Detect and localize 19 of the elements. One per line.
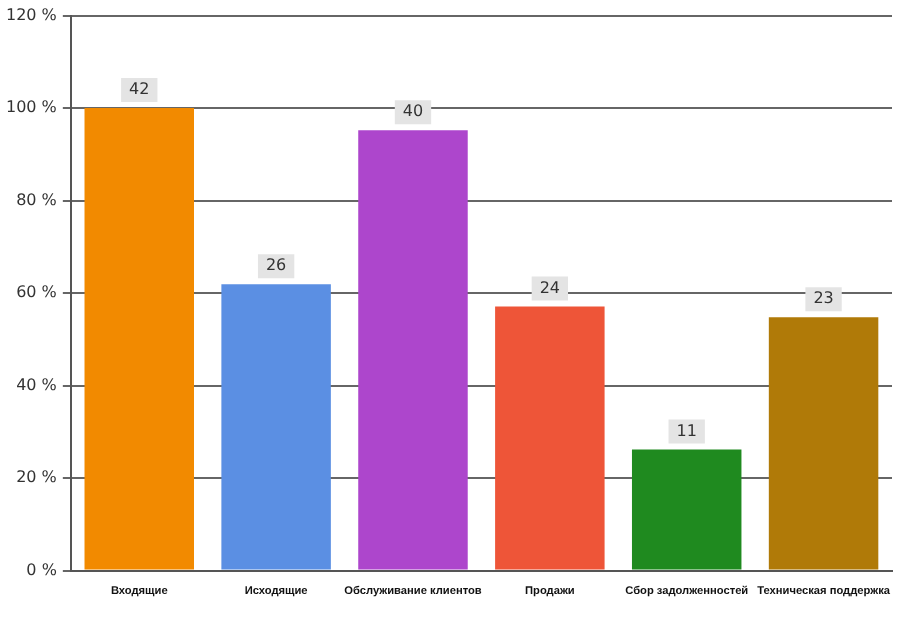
y-tick-label: 100 %: [5, 98, 58, 117]
y-tick-label: 20 %: [16, 468, 58, 487]
bar: [358, 130, 468, 570]
y-tick-label: 60 %: [16, 283, 58, 302]
y-tick-label: 0 %: [26, 560, 58, 579]
y-tick-label: 120 %: [5, 5, 58, 24]
annotation: 26: [265, 256, 287, 275]
annotation: 42: [129, 80, 150, 99]
bar: [495, 306, 605, 570]
y-tick-label: 80 %: [16, 190, 58, 209]
annotation: 40: [402, 102, 424, 121]
bar: [84, 108, 194, 570]
bar: [768, 317, 879, 570]
annotation: 23: [813, 289, 834, 308]
bar: [631, 449, 742, 570]
y-tick-label: 40 %: [16, 375, 58, 394]
bar: [221, 284, 331, 570]
annotation: 24: [539, 278, 561, 297]
annotation: 11: [676, 421, 697, 440]
